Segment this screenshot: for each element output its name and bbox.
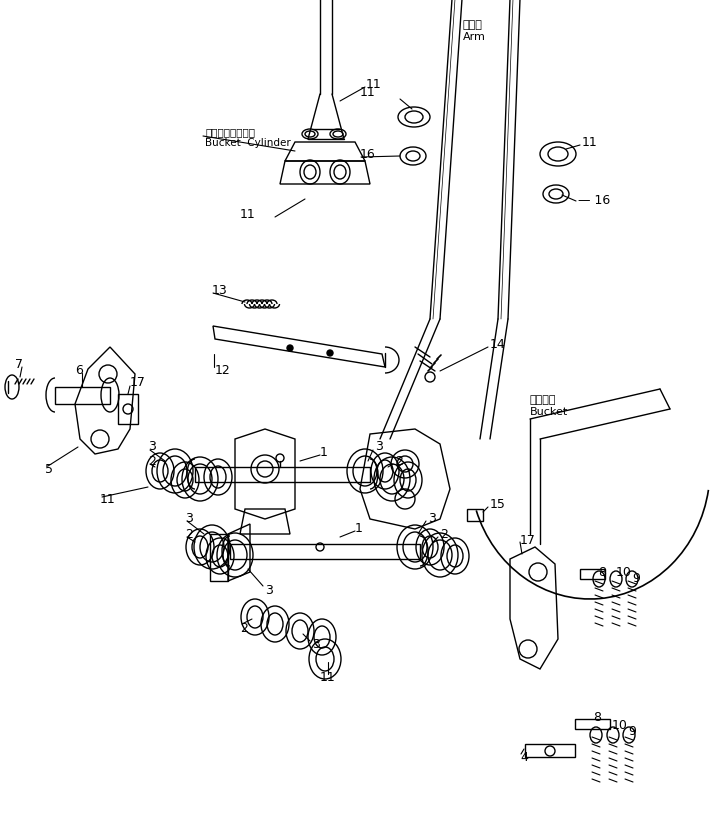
Text: 11: 11	[240, 208, 256, 222]
Text: 12: 12	[215, 363, 231, 376]
Text: 5: 5	[45, 463, 53, 476]
Text: 11: 11	[100, 493, 116, 506]
Text: Arm: Arm	[463, 32, 486, 42]
Text: アーム: アーム	[463, 20, 483, 30]
Circle shape	[327, 350, 333, 357]
Text: 14: 14	[490, 338, 506, 351]
Text: 11: 11	[582, 136, 597, 150]
Text: 16: 16	[360, 148, 376, 161]
Text: 3: 3	[375, 440, 383, 453]
Text: 11: 11	[366, 79, 381, 91]
Text: 4: 4	[520, 751, 528, 763]
Text: 3: 3	[312, 638, 320, 650]
Text: 3: 3	[185, 511, 193, 524]
Text: 9: 9	[632, 571, 640, 584]
Text: 3: 3	[428, 511, 436, 524]
Text: 11: 11	[360, 86, 376, 99]
Text: 1: 1	[355, 521, 363, 534]
Text: 2: 2	[395, 455, 403, 468]
Text: 2: 2	[148, 455, 156, 468]
Text: 8: 8	[598, 565, 606, 578]
Text: 1: 1	[320, 445, 328, 458]
Text: 2: 2	[185, 528, 193, 541]
Text: 13: 13	[212, 283, 227, 296]
Text: Bucket  Cylinder: Bucket Cylinder	[205, 138, 291, 148]
Text: 10: 10	[612, 719, 628, 732]
Text: 6: 6	[75, 363, 83, 376]
Text: 3: 3	[148, 440, 156, 453]
Text: 2: 2	[240, 621, 248, 634]
Circle shape	[287, 345, 293, 352]
Text: 10: 10	[616, 565, 632, 578]
Text: 11: 11	[320, 670, 336, 684]
Text: 7: 7	[15, 358, 23, 371]
Text: Bucket: Bucket	[530, 406, 568, 416]
Text: バケット: バケット	[530, 395, 557, 405]
Text: 17: 17	[520, 533, 536, 546]
Text: 9: 9	[628, 725, 636, 737]
Text: 15: 15	[490, 498, 506, 511]
Text: 2: 2	[440, 528, 448, 541]
Text: 8: 8	[593, 711, 601, 724]
Text: バケットシリンダ: バケットシリンダ	[205, 127, 255, 137]
Text: — 16: — 16	[578, 193, 610, 206]
Text: 17: 17	[130, 376, 146, 389]
Text: 3: 3	[265, 583, 273, 596]
